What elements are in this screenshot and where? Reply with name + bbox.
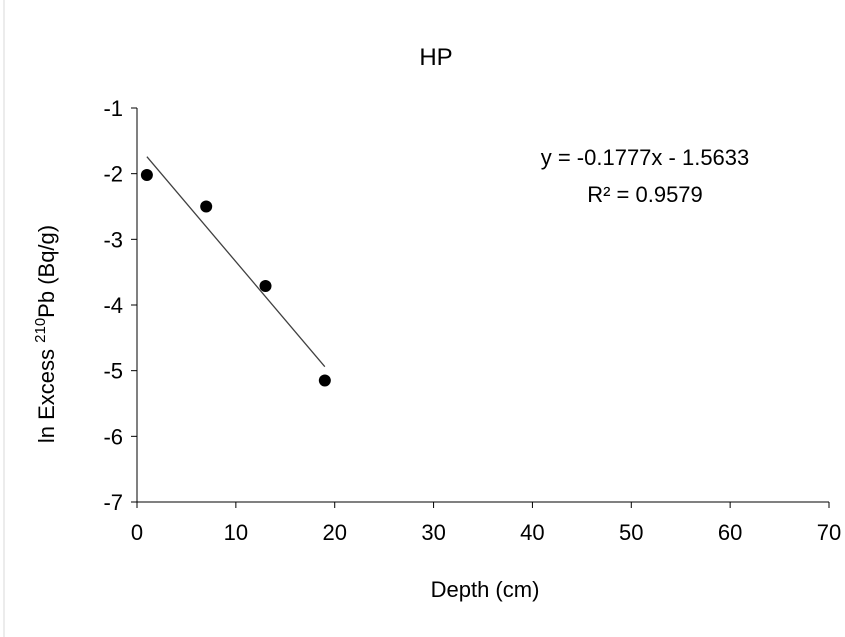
x-tick-label: 60: [718, 520, 742, 545]
data-point: [259, 279, 272, 292]
data-points: [140, 168, 331, 387]
y-tick-label: -4: [103, 293, 123, 318]
y-axis-ticks: -1 -2 -3 -4 -5 -6 -7: [103, 96, 137, 515]
x-tick-label: 30: [421, 520, 445, 545]
x-tick-label: 0: [131, 520, 143, 545]
x-tick-label: 10: [224, 520, 248, 545]
data-point: [200, 200, 213, 213]
x-tick-label: 20: [322, 520, 346, 545]
y-axis-title-suffix: Pb (Bq/g): [34, 225, 59, 318]
y-axis-title-superscript: 210: [32, 318, 49, 343]
r-squared-label: R² = 0.9579: [587, 182, 703, 207]
trendline-equation: y = -0.1777x - 1.5633: [541, 145, 750, 170]
y-tick-label: -2: [103, 162, 123, 187]
y-axis-title-prefix: ln Excess: [34, 343, 59, 443]
x-tick-label: 50: [619, 520, 643, 545]
y-tick-label: -3: [103, 227, 123, 252]
data-point: [140, 168, 153, 181]
y-tick-label: -6: [103, 424, 123, 449]
trendline: [146, 156, 326, 368]
y-axis-title: ln Excess 210Pb (Bq/g): [32, 225, 59, 443]
x-tick-label: 70: [817, 520, 841, 545]
x-tick-label: 40: [520, 520, 544, 545]
chart-title: HP: [419, 44, 452, 71]
x-axis-title: Depth (cm): [431, 577, 540, 602]
data-point: [318, 374, 331, 387]
y-tick-label: -1: [103, 96, 123, 121]
y-tick-label: -5: [103, 359, 123, 384]
x-axis-ticks: 0 10 20 30 40 50 60 70: [131, 502, 841, 545]
y-tick-label: -7: [103, 490, 123, 515]
